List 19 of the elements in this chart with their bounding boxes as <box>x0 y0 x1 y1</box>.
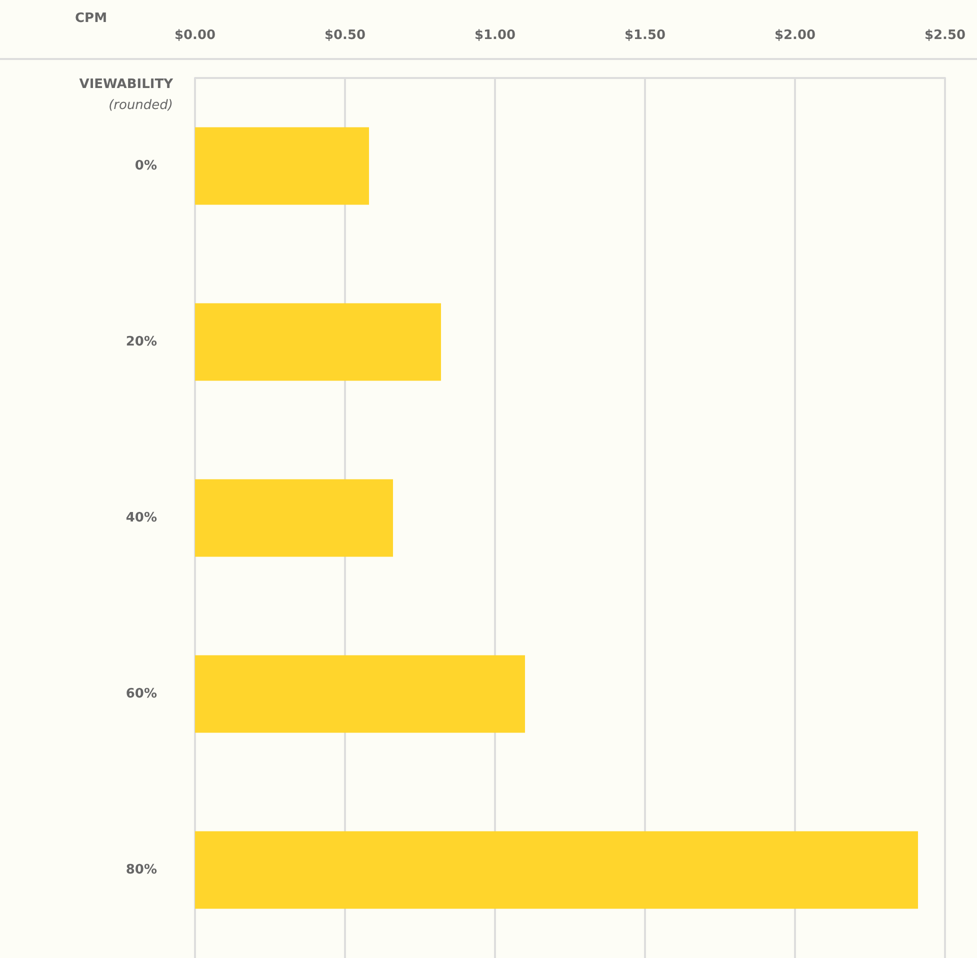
y-tick-label: 80% <box>126 862 157 878</box>
y-axis-title: VIEWABILITY <box>79 77 174 92</box>
x-tick-label: $0.50 <box>324 28 366 43</box>
y-tick-label: 0% <box>134 158 157 174</box>
x-tick-label: $1.50 <box>624 28 666 43</box>
x-tick-label: $1.00 <box>474 28 516 43</box>
y-tick-label: 60% <box>126 686 157 702</box>
text: (rounded) <box>108 98 174 113</box>
x-tick-label: $0.00 <box>174 28 216 43</box>
x-axis-title: CPM <box>75 11 108 26</box>
bar <box>195 479 393 557</box>
bar <box>195 303 441 381</box>
bar <box>195 655 525 733</box>
bar <box>195 831 918 909</box>
x-tick-label: $2.50 <box>924 28 966 43</box>
bar <box>195 127 369 205</box>
y-tick-label: 40% <box>126 510 157 526</box>
y-tick-label: 20% <box>126 334 157 350</box>
x-tick-label: $2.00 <box>774 28 816 43</box>
